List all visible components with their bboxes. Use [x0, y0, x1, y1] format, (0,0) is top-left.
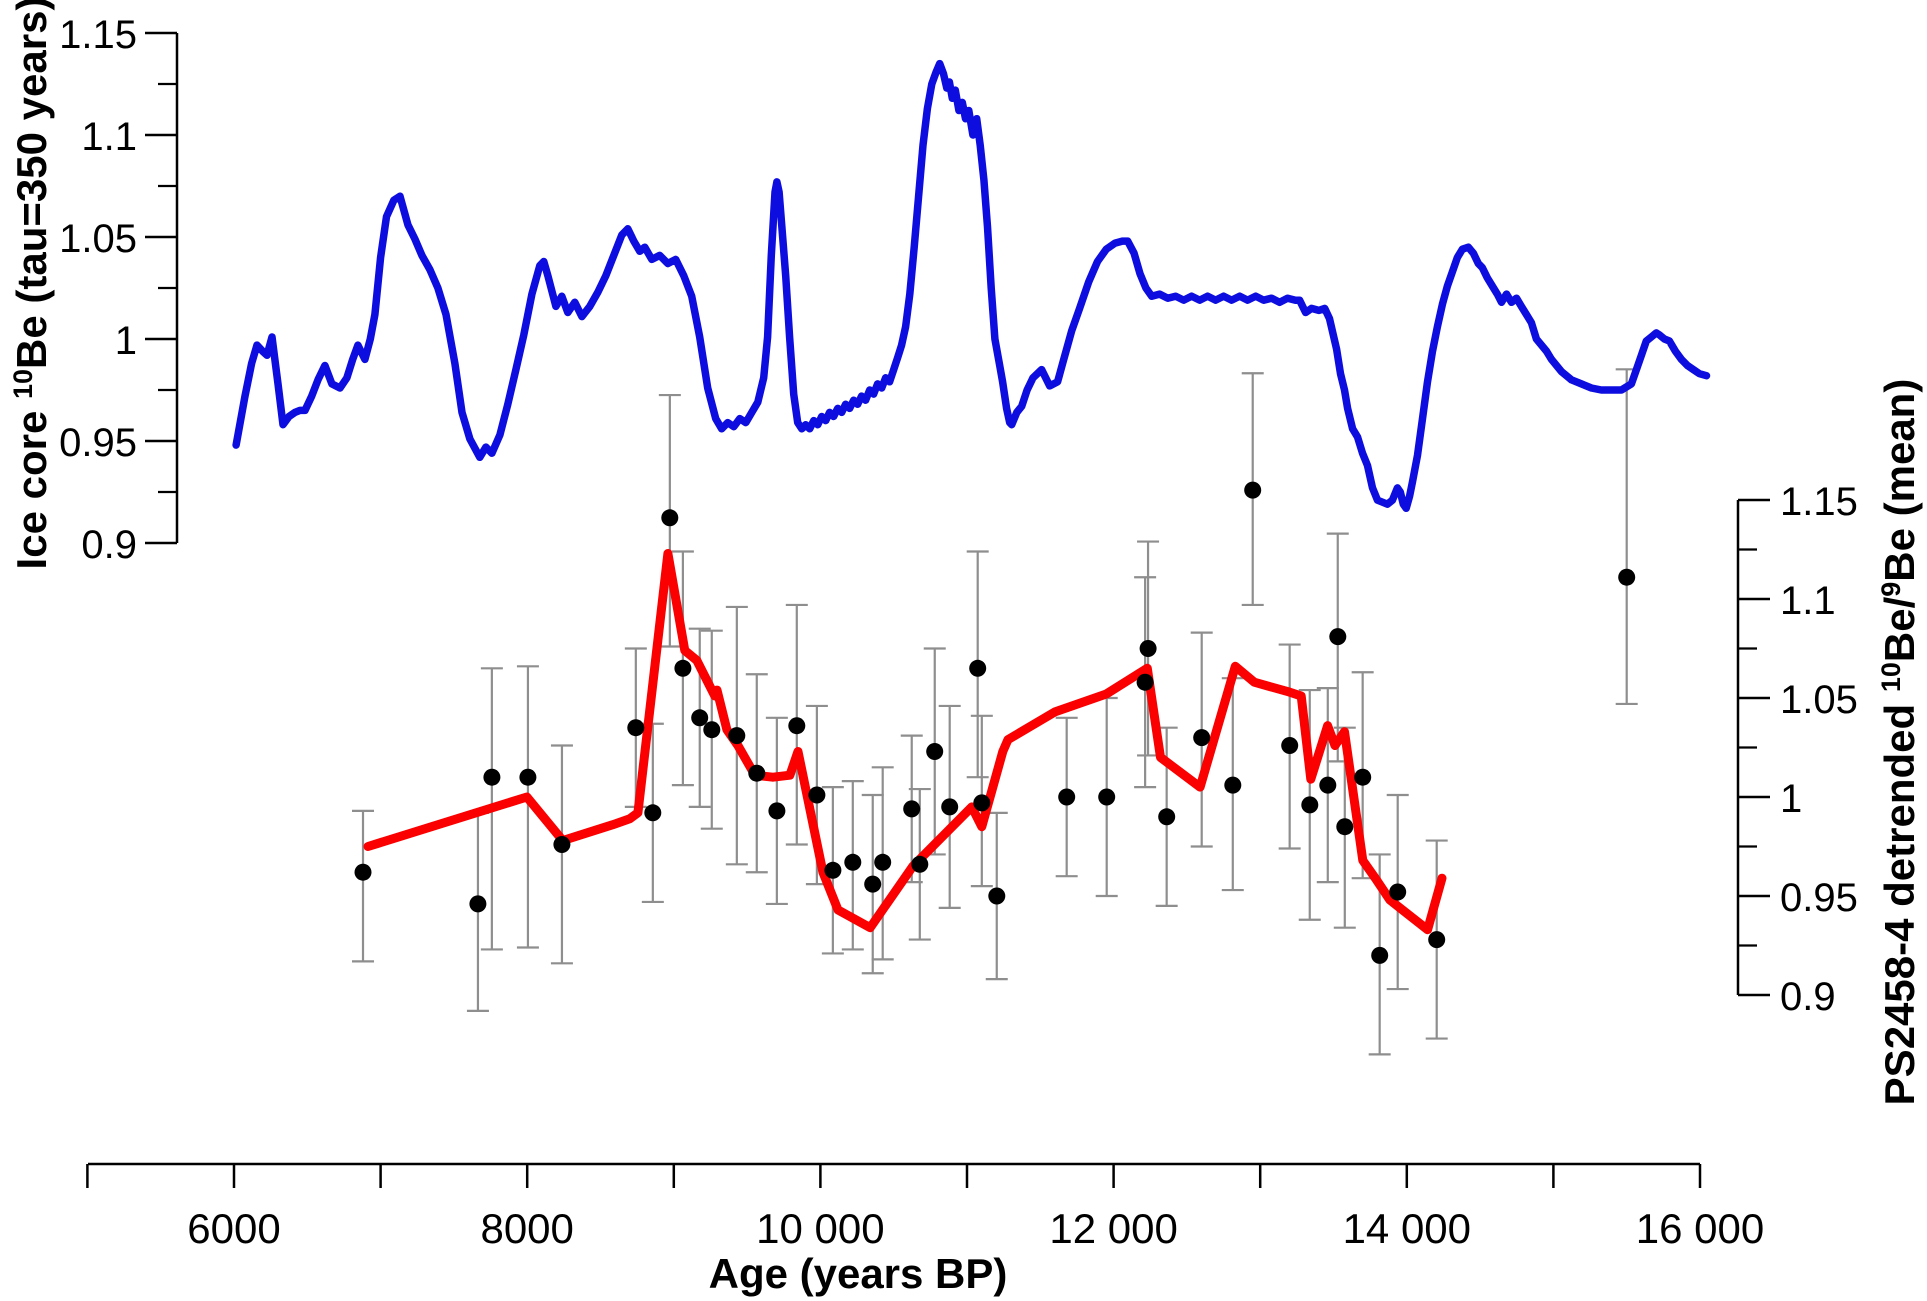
- left-y-axis: 1.15 1.1 1.05 1 0.95 0.9 Ice core 10Be (tau=35…: [8, 0, 179, 569]
- right-tick-label-0.9: 0.9: [1780, 975, 1836, 1019]
- data-point: [519, 768, 537, 786]
- data-point: [903, 800, 921, 818]
- right-tick-label-1.15: 1.15: [1780, 480, 1858, 524]
- right-y-axis: 1.15 1.1 1.05 1 0.95 0.9 PS2458-4 detrended 10…: [1736, 379, 1923, 1106]
- data-point: [1371, 946, 1389, 964]
- left-tick-label-0.9: 0.9: [81, 523, 137, 567]
- data-point: [973, 794, 991, 812]
- data-point: [988, 887, 1006, 905]
- data-point: [1301, 796, 1319, 814]
- data-point: [844, 853, 862, 871]
- left-tick-label-1.1: 1.1: [81, 115, 137, 159]
- data-point: [644, 804, 662, 822]
- right-tick-label-0.95: 0.95: [1780, 876, 1858, 920]
- data-point: [1618, 568, 1636, 586]
- data-point: [864, 875, 882, 893]
- right-tick-label-1.1: 1.1: [1780, 579, 1836, 623]
- data-point: [874, 853, 892, 871]
- data-point: [728, 727, 746, 745]
- right-y-axis-title: PS2458-4 detrended 10Be/9Be (mean): [1876, 379, 1923, 1106]
- data-point: [1336, 818, 1354, 836]
- x-axis-title: Age (years BP): [709, 1250, 1008, 1297]
- ice-core-10be-line: [232, 59, 1711, 513]
- right-tick-label-1: 1: [1780, 777, 1802, 821]
- data-point: [483, 768, 501, 786]
- left-tick-label-0.95: 0.95: [59, 421, 137, 465]
- data-point: [354, 863, 372, 881]
- x-tick-label-8000: 8000: [480, 1205, 573, 1252]
- data-point: [1319, 776, 1337, 794]
- data-point: [808, 786, 826, 804]
- data-point: [691, 709, 709, 727]
- x-tick-label-16000: 16 000: [1636, 1205, 1764, 1252]
- x-tick-label-6000: 6000: [187, 1205, 280, 1252]
- data-point: [1224, 776, 1242, 794]
- error-bar: [1615, 368, 1638, 706]
- measurement-points-group: [354, 481, 1636, 964]
- x-axis: 6000 8000 10 000 12 000 14 000 16 000 Age (yea…: [86, 1162, 1764, 1297]
- error-bar: [516, 665, 539, 949]
- left-tick-label-1.05: 1.05: [59, 217, 137, 261]
- left-y-axis-title: Ice core 10Be (tau=350 years): [8, 0, 55, 569]
- data-point: [1158, 808, 1176, 826]
- data-point: [969, 659, 987, 677]
- x-tick-label-14000: 14 000: [1343, 1205, 1471, 1252]
- data-point: [469, 895, 487, 913]
- error-bar: [352, 809, 375, 963]
- data-point: [1389, 883, 1407, 901]
- left-tick-label-1: 1: [115, 319, 137, 363]
- data-point: [627, 719, 645, 737]
- data-point: [1139, 640, 1157, 657]
- data-point: [703, 721, 721, 739]
- data-point: [926, 743, 944, 760]
- ps2458-mean-line: [363, 549, 1447, 935]
- data-point: [911, 855, 929, 873]
- data-point: [1058, 788, 1076, 806]
- x-tick-label-10000: 10 000: [756, 1205, 884, 1252]
- data-point: [1329, 628, 1347, 646]
- data-point: [824, 861, 842, 879]
- data-point: [1354, 768, 1372, 786]
- data-point: [1428, 931, 1446, 949]
- data-point: [788, 717, 806, 735]
- data-point: [661, 509, 679, 527]
- right-tick-label-1.05: 1.05: [1780, 678, 1858, 722]
- data-point: [1098, 788, 1116, 806]
- data-point: [748, 764, 766, 782]
- data-point: [941, 798, 959, 816]
- data-point: [674, 659, 692, 677]
- data-point: [768, 802, 786, 820]
- data-point: [1281, 737, 1299, 754]
- error-bar: [550, 744, 573, 965]
- data-point: [1136, 673, 1154, 691]
- data-point: [553, 836, 571, 853]
- data-point: [1244, 481, 1262, 499]
- x-tick-label-12000: 12 000: [1049, 1205, 1177, 1252]
- error-bars-group: [352, 368, 1638, 1056]
- left-tick-label-1.15: 1.15: [59, 13, 137, 57]
- data-point: [1193, 729, 1211, 747]
